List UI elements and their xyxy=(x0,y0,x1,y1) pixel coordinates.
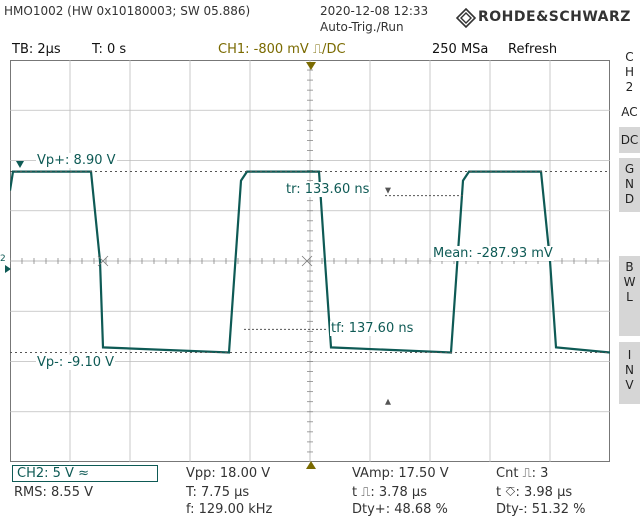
ch1-settings[interactable]: CH1: -800 mV ⎍/DC xyxy=(218,42,346,57)
edge-cross-marker xyxy=(97,255,109,267)
invert-button[interactable]: I N V xyxy=(619,342,640,404)
side-ch2-label: C H 2 xyxy=(624,50,635,94)
trigger-position-bottom-icon xyxy=(306,454,316,473)
vp-plus-marker-icon xyxy=(16,153,24,172)
datetime: 2020-12-08 12:33 xyxy=(320,4,429,18)
coupling-ac-button[interactable]: AC xyxy=(621,105,638,119)
fall-time-label: tf: 137.60 ns xyxy=(330,321,415,336)
trigger-position-top-icon xyxy=(306,55,316,74)
timebase[interactable]: TB: 2µs xyxy=(12,42,61,57)
ch2-waveform-trace xyxy=(10,170,610,354)
period-value: T: 7.75 µs xyxy=(186,485,250,500)
bandwidth-limit-button[interactable]: B W L xyxy=(619,256,640,336)
graticule xyxy=(10,60,610,462)
measurement-cursors xyxy=(10,171,610,405)
trigger-time[interactable]: T: 0 s xyxy=(92,42,127,57)
acquire-mode[interactable]: Refresh xyxy=(508,42,558,57)
vamp-value: VAmp: 17.50 V xyxy=(352,466,449,481)
coupling-gnd-button[interactable]: G N D xyxy=(619,158,640,212)
fall-cursor-arrow-icon xyxy=(385,398,391,405)
frequency-value: f: 129.00 kHz xyxy=(186,502,273,517)
ch2-ground-arrow-icon xyxy=(5,258,11,277)
device-info: HMO1002 (HW 0x10180003; SW 05.886) xyxy=(4,4,251,18)
neg-duty-cycle: Dty-: 51.32 % xyxy=(496,502,586,517)
pulse-count: Cnt ⎍: 3 xyxy=(496,466,549,481)
vp-minus-label: Vp-: -9.10 V xyxy=(36,355,116,370)
pos-pulse-width: t ⎍: 3.78 µs xyxy=(352,485,427,500)
ch2-settings[interactable]: CH2: 5 V ≈ xyxy=(12,465,158,482)
pos-duty-cycle: Dty+: 48.68 % xyxy=(352,502,448,517)
ch2-ground-marker: 2 xyxy=(0,254,6,264)
brand-logo-icon xyxy=(455,7,477,32)
vpp-value: Vpp: 18.00 V xyxy=(186,466,271,481)
neg-pulse-width: t ⎏: 3.98 µs xyxy=(496,485,573,500)
rise-cursor-arrow-icon xyxy=(385,187,391,194)
vp-plus-label: Vp+: 8.90 V xyxy=(36,153,117,168)
sample-rate[interactable]: 250 MSa xyxy=(432,42,489,57)
rms-value: RMS: 8.55 V xyxy=(14,485,93,500)
brand-name: ROHDE&SCHWARZ xyxy=(478,9,631,25)
trigger-mode: Auto-Trig./Run xyxy=(320,20,404,34)
rise-time-label: tr: 133.60 ns xyxy=(285,182,371,197)
coupling-dc-button[interactable]: DC xyxy=(619,127,640,153)
scope-display xyxy=(10,60,610,462)
edge-cross-marker xyxy=(301,255,313,267)
mean-label: Mean: -287.93 mV xyxy=(432,246,554,261)
